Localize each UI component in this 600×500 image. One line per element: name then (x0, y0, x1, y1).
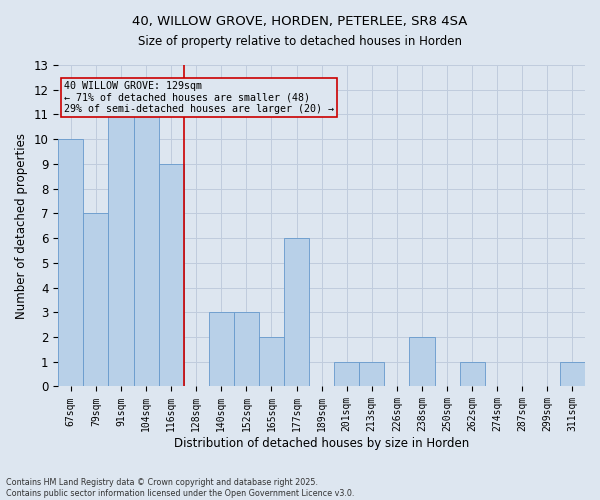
Bar (334, 362, 359, 386)
Bar (83, 214, 109, 386)
Bar (58, 139, 83, 386)
Text: Size of property relative to detached houses in Horden: Size of property relative to detached ho… (138, 35, 462, 48)
Bar (259, 337, 284, 386)
Bar (234, 312, 259, 386)
Bar (460, 362, 485, 386)
Bar (158, 164, 184, 386)
Text: 40 WILLOW GROVE: 129sqm
← 71% of detached houses are smaller (48)
29% of semi-de: 40 WILLOW GROVE: 129sqm ← 71% of detache… (64, 81, 334, 114)
Text: 40, WILLOW GROVE, HORDEN, PETERLEE, SR8 4SA: 40, WILLOW GROVE, HORDEN, PETERLEE, SR8 … (133, 15, 467, 28)
Bar (209, 312, 234, 386)
Text: Contains HM Land Registry data © Crown copyright and database right 2025.
Contai: Contains HM Land Registry data © Crown c… (6, 478, 355, 498)
Bar (409, 337, 434, 386)
Bar (284, 238, 309, 386)
Bar (560, 362, 585, 386)
Y-axis label: Number of detached properties: Number of detached properties (15, 132, 28, 318)
Bar (109, 114, 134, 386)
Bar (359, 362, 385, 386)
X-axis label: Distribution of detached houses by size in Horden: Distribution of detached houses by size … (174, 437, 469, 450)
Bar (134, 114, 158, 386)
